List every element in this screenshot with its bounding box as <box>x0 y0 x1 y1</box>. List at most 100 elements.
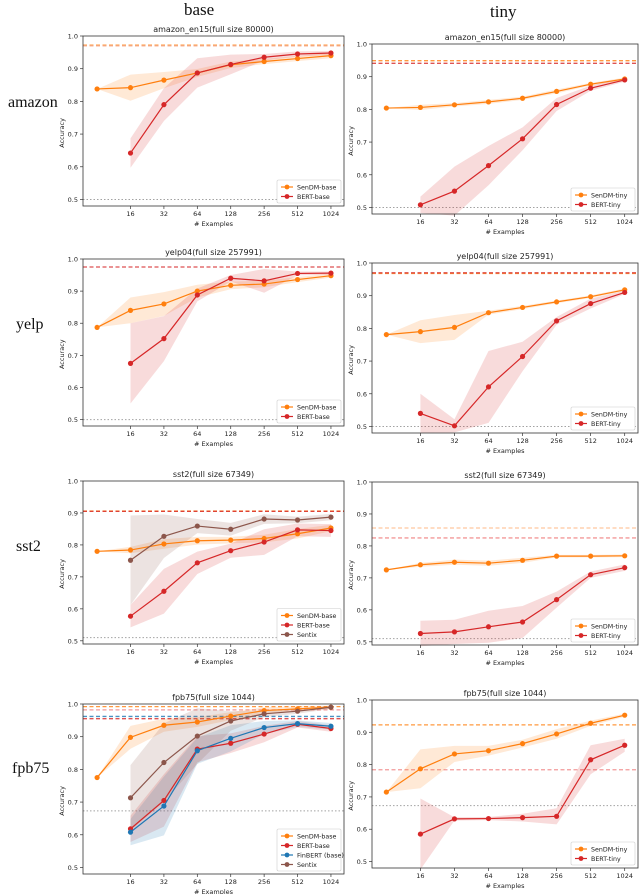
y-tick-label: 0.6 <box>68 384 78 392</box>
series-line-0 <box>386 78 625 109</box>
legend-marker <box>578 846 584 852</box>
data-point <box>261 54 267 60</box>
x-tick-label: 512 <box>584 649 596 657</box>
chart-title: yelp04(full size 257991) <box>457 252 554 261</box>
data-point <box>417 831 424 837</box>
legend: SenDM-tiny BERT-tiny <box>570 406 636 431</box>
legend-marker <box>578 202 584 207</box>
y-tick-label: 1.0 <box>357 697 367 705</box>
y-tick-label: 1.0 <box>68 701 78 709</box>
axes-frame <box>82 35 345 207</box>
x-tick-label: 1024 <box>616 437 633 445</box>
data-point <box>485 624 492 630</box>
subplot-2: 0.5 0.6 0.7 0.8 0.9 1.0 16 32 64 128 256 512 1024 yel… <box>58 248 345 448</box>
data-point <box>194 70 200 76</box>
legend-marker <box>284 414 290 419</box>
y-tick-label: 0.6 <box>357 826 367 834</box>
y-axis-label: Accuracy <box>347 126 355 156</box>
x-tick-label: 1024 <box>323 430 340 438</box>
subplot-7: 0.5 0.6 0.7 0.8 0.9 1.0 16 32 64 128 256 512 1024 fpb… <box>347 689 639 890</box>
row-label-yelp: yelp <box>16 316 44 333</box>
data-point <box>161 541 167 547</box>
axes-frame <box>371 43 639 215</box>
x-tick-label: 1024 <box>323 648 340 656</box>
data-point <box>127 613 134 619</box>
x-axis-label: # Examples <box>485 447 525 455</box>
data-point <box>194 288 200 294</box>
legend-box <box>570 618 636 643</box>
x-tick-label: 128 <box>225 430 237 438</box>
series-line-0 <box>96 706 331 778</box>
legend-label: FinBERT (base) <box>297 852 344 859</box>
x-tick-label: 1024 <box>616 872 633 880</box>
data-point <box>261 724 267 731</box>
data-point <box>194 538 200 544</box>
legend: SenDM-base BERT-base Sentix <box>276 608 342 642</box>
y-axis-label: Accuracy <box>58 339 66 369</box>
data-point <box>451 423 458 429</box>
confidence-band-0 <box>386 77 625 111</box>
data-point <box>228 713 234 719</box>
confidence-band-1 <box>420 78 625 216</box>
x-tick-label: 512 <box>291 648 303 656</box>
data-point <box>294 708 301 714</box>
x-tick-label: 16 <box>126 878 134 886</box>
x-tick-label: 32 <box>450 872 458 880</box>
x-axis-label: # Examples <box>485 228 525 236</box>
data-point <box>294 270 301 277</box>
data-point <box>417 104 424 111</box>
data-point <box>328 723 334 729</box>
data-point <box>588 757 594 763</box>
data-point <box>261 516 267 522</box>
legend-marker <box>578 623 584 629</box>
x-axis-label: # Examples <box>194 888 234 894</box>
confidence-band-3 <box>130 705 331 831</box>
legend-label: BERT-tiny <box>591 421 621 428</box>
chart-title: yelp04(full size 257991) <box>165 248 262 257</box>
confidence-band-1 <box>130 51 331 168</box>
subplot-3: 0.5 0.6 0.7 0.8 0.9 1.0 16 32 64 128 256 512 1024 yel… <box>347 252 639 455</box>
legend-label: SenDM-base <box>297 184 337 191</box>
legend-marker <box>578 421 584 426</box>
data-point <box>417 562 424 568</box>
data-point <box>328 527 334 534</box>
y-tick-label: 0.9 <box>68 65 78 73</box>
data-point <box>417 766 424 772</box>
data-point <box>554 813 560 819</box>
data-point <box>228 718 234 724</box>
data-point <box>161 301 167 307</box>
y-tick-label: 1.0 <box>68 33 78 41</box>
data-point <box>294 527 301 533</box>
data-point <box>485 748 492 754</box>
subplot-6: 0.5 0.6 0.7 0.8 0.9 1.0 16 32 64 128 256 512 1024 fpb… <box>58 693 345 894</box>
x-tick-label: 1024 <box>616 218 633 226</box>
data-point <box>554 597 560 603</box>
legend: SenDM-base BERT-base <box>276 179 342 204</box>
y-tick-label: 0.7 <box>68 799 78 807</box>
x-tick-label: 512 <box>584 437 596 445</box>
legend-box <box>276 828 342 872</box>
data-point <box>228 282 234 288</box>
confidence-band-0 <box>386 713 625 793</box>
subplot-1: 0.5 0.6 0.7 0.8 0.9 1.0 16 32 64 128 256 512 1024 ama… <box>347 33 639 236</box>
y-tick-label: 0.5 <box>68 196 78 204</box>
y-tick-label: 0.9 <box>357 73 367 81</box>
x-tick-label: 128 <box>225 210 237 218</box>
legend-label: SenDM-tiny <box>591 623 628 630</box>
data-point <box>127 150 134 156</box>
y-tick-label: 0.9 <box>68 733 78 741</box>
data-point <box>417 630 424 637</box>
chart-title: fpb75(full size 1044) <box>464 689 547 698</box>
legend-marker <box>284 622 290 628</box>
legend-label: BERT-base <box>297 843 330 850</box>
confidence-band-2 <box>130 513 331 606</box>
legend-marker <box>578 411 584 417</box>
data-point <box>519 353 526 360</box>
data-point <box>127 829 134 835</box>
data-point <box>194 719 200 725</box>
y-tick-label: 0.6 <box>357 606 367 614</box>
chart-title: sst2(full size 67349) <box>173 470 254 479</box>
x-tick-label: 64 <box>484 437 492 445</box>
data-point <box>519 136 526 142</box>
data-point <box>194 560 200 566</box>
